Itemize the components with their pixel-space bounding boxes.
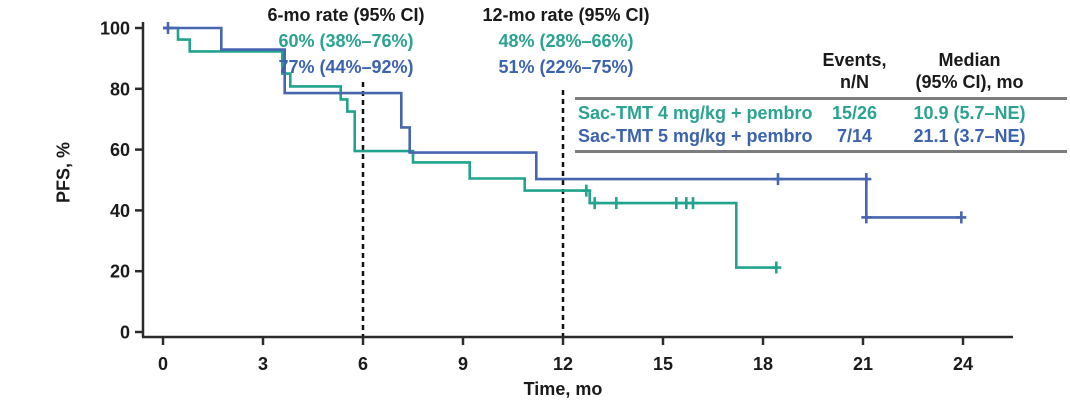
x-tick-label-12: 12 — [553, 354, 573, 374]
rate-6mo-header: 6-mo rate (95% CI) — [267, 5, 425, 25]
y-tick-label-40: 40 — [110, 201, 130, 221]
y-axis-title: PFS, % — [53, 142, 74, 204]
arm5-median: 21.1 (3.7–NE) — [913, 126, 1026, 146]
rate-12mo-arm5-value: 51% (22%–75%) — [498, 57, 634, 77]
summary-table-events-header: Events, n/N — [822, 50, 887, 92]
x-tick-label-15: 15 — [653, 354, 673, 374]
x-axis-title: Time, mo — [523, 379, 603, 399]
km-curve-arm5 — [163, 26, 962, 219]
table-rule-bottom — [575, 150, 1067, 153]
rate-12mo-header: 12-mo rate (95% CI) — [482, 5, 650, 25]
rate-annotation-6mo: 6-mo rate (95% CI) 60% (38%–76%) 77% (44… — [231, 2, 461, 80]
x-tick-label-18: 18 — [753, 354, 773, 374]
rate-6mo-arm4-value: 60% (38%–76%) — [278, 31, 414, 51]
table-rule-top — [575, 97, 1067, 100]
arm4-median: 10.9 (5.7–NE) — [913, 103, 1026, 123]
x-tick-label-21: 21 — [853, 354, 873, 374]
rate-6mo-arm5-value: 77% (44%–92%) — [278, 57, 414, 77]
arm4-events: 15/26 — [831, 103, 878, 123]
x-tick-label-0: 0 — [158, 354, 168, 374]
y-tick-label-60: 60 — [110, 140, 130, 160]
x-tick-label-24: 24 — [953, 354, 973, 374]
x-tick-label-9: 9 — [458, 354, 468, 374]
summary-table-median-header: Median (95% CI), mo — [915, 50, 1024, 92]
y-tick-label-20: 20 — [110, 262, 130, 282]
x-tick-label-3: 3 — [258, 354, 268, 374]
x-tick-label-6: 6 — [358, 354, 368, 374]
table-row-arm4: Sac-TMT 4 mg/kg + pembro 15/26 10.9 (5.7… — [575, 102, 1067, 125]
rate-12mo-arm4-value: 48% (28%–66%) — [498, 31, 634, 51]
arm4-label: Sac-TMT 4 mg/kg + pembro — [578, 103, 813, 123]
arm5-events: 7/14 — [836, 126, 873, 146]
y-tick-label-80: 80 — [110, 79, 130, 99]
y-tick-label-0: 0 — [120, 323, 130, 343]
summary-table: Events, n/N Median (95% CI), mo Sac-TMT … — [575, 49, 1067, 154]
arm5-label: Sac-TMT 5 mg/kg + pembro — [578, 126, 813, 146]
y-tick-label-100: 100 — [100, 19, 130, 39]
km-curve-arm4 — [163, 26, 778, 269]
table-row-arm5: Sac-TMT 5 mg/kg + pembro 7/14 21.1 (3.7–… — [575, 125, 1067, 148]
rate-annotation-12mo: 12-mo rate (95% CI) 48% (28%–66%) 51% (2… — [451, 2, 681, 80]
